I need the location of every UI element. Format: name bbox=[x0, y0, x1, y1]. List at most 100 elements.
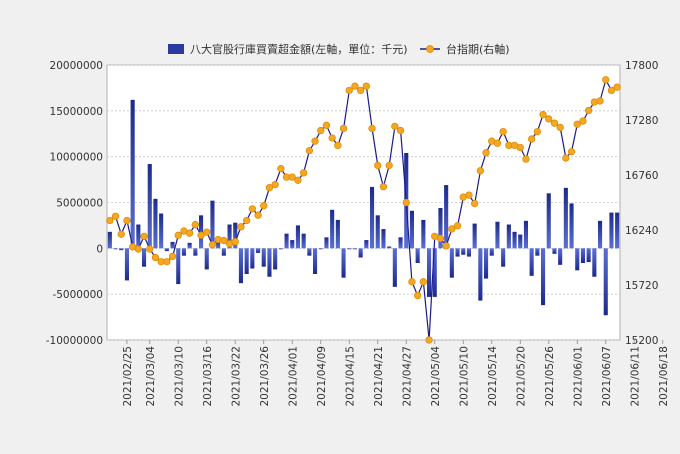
line-point bbox=[305, 147, 314, 155]
bar bbox=[107, 231, 112, 249]
line-point bbox=[442, 242, 450, 250]
left-axis-tick-label: 15000000 bbox=[50, 106, 103, 118]
bar bbox=[444, 185, 449, 249]
line-point bbox=[374, 161, 382, 170]
line-point bbox=[476, 167, 485, 175]
line-point bbox=[425, 336, 433, 344]
line-point bbox=[579, 117, 587, 125]
bar bbox=[364, 240, 369, 249]
x-axis-tick-label: 2021/02/25 bbox=[122, 346, 134, 407]
left-axis-tick-label: 5000000 bbox=[56, 198, 103, 210]
line-point bbox=[311, 137, 319, 145]
bar bbox=[147, 164, 152, 249]
bar bbox=[535, 248, 540, 256]
bar bbox=[301, 233, 306, 249]
bar bbox=[181, 248, 187, 256]
bar-series bbox=[107, 99, 620, 316]
bar bbox=[130, 99, 135, 249]
bar bbox=[187, 242, 192, 249]
bar bbox=[295, 225, 301, 249]
left-axis-tick-label: -10000000 bbox=[46, 335, 103, 347]
x-axis-tick-label: 2021/04/09 bbox=[316, 346, 328, 407]
line-point bbox=[493, 139, 502, 147]
bar bbox=[164, 248, 169, 252]
bar bbox=[615, 212, 620, 249]
legend-line-marker bbox=[426, 45, 434, 53]
line-point bbox=[231, 237, 239, 246]
line-point bbox=[106, 216, 114, 225]
x-axis-tick-label: 2021/04/01 bbox=[287, 346, 299, 407]
bar bbox=[563, 187, 568, 249]
bar bbox=[609, 212, 614, 249]
line-point bbox=[585, 106, 593, 115]
bar bbox=[290, 240, 295, 249]
bar bbox=[221, 248, 226, 256]
bar bbox=[552, 248, 557, 254]
bar bbox=[318, 248, 323, 250]
line-point bbox=[242, 216, 251, 225]
bar bbox=[312, 248, 318, 274]
bar bbox=[421, 219, 426, 249]
x-axis-tick-label: 2021/06/11 bbox=[629, 346, 641, 407]
line-point bbox=[607, 86, 616, 95]
line-point bbox=[265, 184, 274, 192]
x-axis-tick-label: 2021/05/26 bbox=[544, 346, 556, 407]
bar bbox=[540, 248, 546, 306]
line-point bbox=[419, 278, 428, 286]
bar bbox=[546, 193, 551, 249]
left-axis: -10000000 -5000000 0 5000000 10000000 1500000… bbox=[46, 60, 103, 347]
bar bbox=[455, 248, 460, 257]
bar bbox=[586, 248, 591, 263]
line-point bbox=[596, 97, 604, 105]
bar bbox=[449, 248, 454, 278]
bar bbox=[273, 248, 278, 270]
bar bbox=[358, 248, 363, 258]
line-point bbox=[117, 230, 125, 238]
bar bbox=[387, 246, 392, 249]
line-point bbox=[111, 212, 120, 220]
line-point bbox=[499, 127, 507, 136]
bar bbox=[119, 248, 124, 251]
right-axis-tick-label: 16240 bbox=[625, 225, 658, 237]
line-point bbox=[140, 232, 148, 240]
line-point bbox=[453, 222, 462, 230]
bar bbox=[518, 234, 523, 249]
bar bbox=[426, 248, 432, 297]
bar bbox=[409, 210, 415, 249]
bar bbox=[461, 248, 466, 255]
line-point bbox=[168, 252, 177, 261]
bar bbox=[113, 248, 118, 250]
x-axis-tick-label: 2021/05/04 bbox=[430, 346, 442, 407]
line-point bbox=[334, 141, 342, 150]
line-point bbox=[533, 127, 541, 136]
line-point bbox=[174, 231, 182, 239]
line-point bbox=[368, 124, 376, 133]
line-point bbox=[271, 180, 279, 189]
line-point bbox=[163, 258, 171, 266]
left-axis-tick-label: 20000000 bbox=[50, 60, 103, 72]
bar bbox=[210, 200, 215, 249]
bar bbox=[489, 248, 494, 256]
line-point bbox=[573, 120, 581, 128]
line-point bbox=[328, 134, 336, 142]
left-axis-tick-label: -5000000 bbox=[52, 289, 103, 301]
line-point bbox=[602, 76, 610, 84]
line-point bbox=[550, 119, 559, 127]
x-axis-tick-label: 2021/06/18 bbox=[658, 346, 670, 407]
bar bbox=[141, 248, 147, 267]
bar bbox=[381, 229, 386, 249]
bar bbox=[392, 248, 397, 287]
bar bbox=[466, 248, 472, 257]
bar bbox=[523, 220, 529, 249]
gridlines bbox=[107, 64, 620, 341]
bar bbox=[267, 248, 272, 277]
bar bbox=[250, 248, 255, 269]
x-axis-tick-label: 2021/05/14 bbox=[487, 346, 499, 407]
legend: 八大官股行庫買賣超金額(左軸，單位：千元) 台指期(右軸) bbox=[168, 42, 510, 56]
bar bbox=[324, 237, 329, 249]
bar bbox=[592, 248, 597, 277]
line-point bbox=[391, 122, 399, 130]
bar bbox=[136, 224, 141, 249]
bar bbox=[603, 248, 608, 316]
bar bbox=[204, 248, 209, 270]
